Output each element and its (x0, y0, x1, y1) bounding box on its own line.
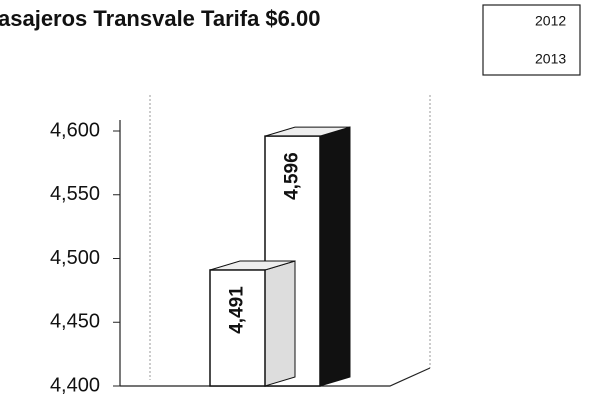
y-tick-label: 4,450 (50, 311, 100, 333)
legend-label: 2013 (535, 51, 566, 67)
bar-side (319, 126, 351, 387)
y-tick-label: 4,500 (50, 247, 100, 269)
y-tick-label: 4,600 (50, 119, 100, 141)
y-tick-label: 4,550 (50, 183, 100, 205)
chart-title: asajeros Transvale Tarifa $6.00 (0, 6, 320, 31)
data-label: 4,491 (227, 286, 248, 334)
legend-label: 2012 (535, 13, 566, 29)
bar (209, 269, 266, 387)
data-label: 4,596 (282, 152, 303, 200)
bar-side (264, 260, 296, 387)
legend-box (482, 4, 581, 76)
y-tick-label: 4,400 (50, 374, 100, 396)
